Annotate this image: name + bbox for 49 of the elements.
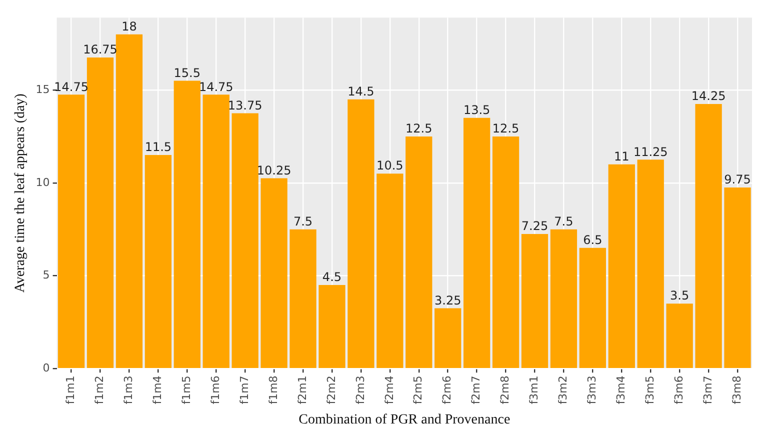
x-tick-label: f1m8 xyxy=(266,376,280,404)
x-tick-label: f2m5 xyxy=(412,376,425,404)
data-label: 7.5 xyxy=(293,214,313,228)
data-label: 11.5 xyxy=(144,140,172,154)
x-tick-label: f3m7 xyxy=(701,376,714,404)
x-tick-label: f3m6 xyxy=(672,376,686,404)
x-tick-label: f3m5 xyxy=(643,376,656,404)
x-tick-label: f3m4 xyxy=(614,376,628,404)
data-label: 7.25 xyxy=(521,219,548,234)
x-tick-label: f1m5 xyxy=(180,376,194,404)
x-tick-label: f2m3 xyxy=(354,376,367,404)
data-label: 14.5 xyxy=(348,84,374,98)
x-tick-label: f1m2 xyxy=(93,376,106,404)
data-label: 15.5 xyxy=(174,66,201,80)
x-tick-label: f2m6 xyxy=(440,376,454,404)
data-label: 11 xyxy=(614,149,630,164)
x-tick-label: f2m2 xyxy=(324,376,338,404)
x-tick-label: f3m2 xyxy=(556,376,570,404)
x-tick-label: f2m7 xyxy=(470,376,483,404)
x-axis-title: Combination of PGR and Provenance xyxy=(298,412,510,428)
x-tick-label: f3m3 xyxy=(586,376,599,404)
x-tick-label: f1m6 xyxy=(208,376,222,404)
x-tick-label: f1m1 xyxy=(64,376,78,404)
x-tick-label: f2m4 xyxy=(382,376,396,404)
data-label: 13.5 xyxy=(463,103,490,118)
data-label: 12.5 xyxy=(492,122,520,136)
y-tick-label: 0 xyxy=(42,361,50,374)
data-label: 14.25 xyxy=(691,89,726,104)
x-tick-label: f1m7 xyxy=(238,376,251,404)
x-tick-label: f1m3 xyxy=(122,376,136,404)
data-label: 18 xyxy=(122,19,137,34)
y-axis-title: Average time the leaf appears (day) xyxy=(13,93,28,293)
data-label: 9.75 xyxy=(724,172,751,187)
x-tick-label: f2m1 xyxy=(296,376,309,404)
data-label: 7.5 xyxy=(554,214,574,228)
data-label: 3.25 xyxy=(434,293,462,308)
data-label: 4.5 xyxy=(322,270,342,284)
y-tick-label: 5 xyxy=(42,268,50,282)
data-label: 10.5 xyxy=(376,158,404,173)
data-label: 6.5 xyxy=(583,233,602,248)
data-label: 11.25 xyxy=(633,144,668,159)
y-tick-label: 15 xyxy=(36,82,50,96)
x-tick-label: f3m8 xyxy=(730,376,744,404)
data-label: 3.5 xyxy=(670,288,690,303)
x-tick-label: f3m1 xyxy=(528,376,541,404)
x-tick-label: f1m4 xyxy=(151,376,164,404)
data-label: 12.5 xyxy=(406,122,432,136)
x-tick-label: f2m8 xyxy=(498,376,512,404)
y-tick-label: 10 xyxy=(36,176,50,189)
